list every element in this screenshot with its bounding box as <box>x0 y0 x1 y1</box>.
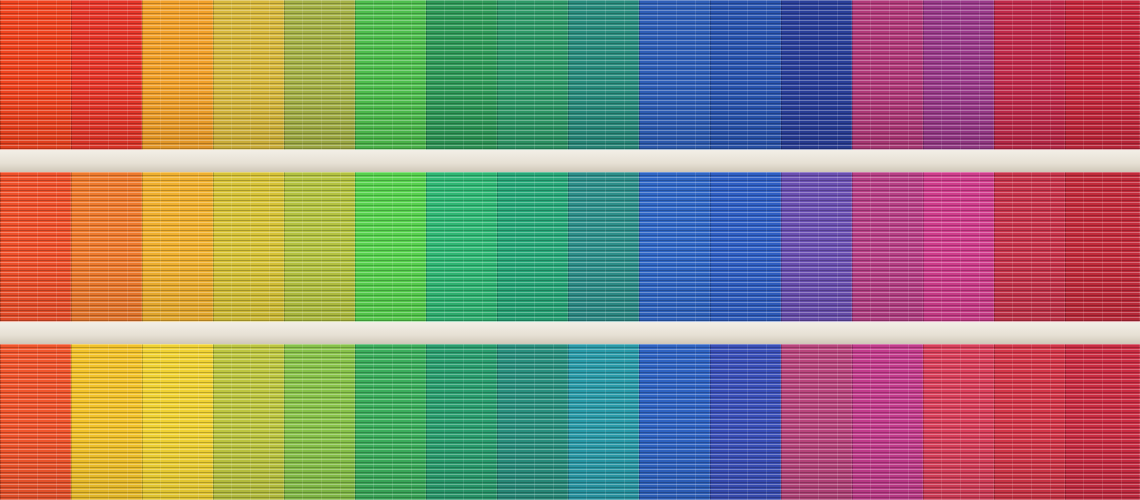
blind-panel-middle-5 <box>284 172 355 322</box>
blind-panel-top-10 <box>639 0 710 150</box>
blind-row-bottom <box>0 344 1140 500</box>
blind-panel-bottom-11 <box>710 344 781 500</box>
blind-panel-middle-7 <box>426 172 497 322</box>
blind-panel-middle-2 <box>71 172 142 322</box>
blind-panel-top-12 <box>781 0 852 150</box>
blind-panel-top-5 <box>284 0 355 150</box>
blind-panel-top-16 <box>1065 0 1140 150</box>
blind-panel-bottom-1 <box>0 344 71 500</box>
blind-panel-middle-3 <box>142 172 213 322</box>
blind-panel-top-13 <box>852 0 923 150</box>
blind-row-top <box>0 0 1140 150</box>
blind-panel-bottom-8 <box>497 344 568 500</box>
blind-panel-bottom-13 <box>852 344 923 500</box>
blind-panel-bottom-12 <box>781 344 852 500</box>
blind-panel-middle-6 <box>355 172 426 322</box>
blind-panel-top-7 <box>426 0 497 150</box>
blind-panel-middle-9 <box>568 172 639 322</box>
blind-panel-middle-8 <box>497 172 568 322</box>
blind-panel-top-2 <box>71 0 142 150</box>
blind-panel-middle-13 <box>852 172 923 322</box>
blind-panel-bottom-3 <box>142 344 213 500</box>
blind-panel-bottom-14 <box>923 344 994 500</box>
blind-panel-bottom-2 <box>71 344 142 500</box>
blind-panel-middle-11 <box>710 172 781 322</box>
floor-ledge-upper <box>0 150 1140 172</box>
blind-panel-top-15 <box>994 0 1065 150</box>
blind-panel-top-3 <box>142 0 213 150</box>
blind-panel-bottom-5 <box>284 344 355 500</box>
blind-panel-top-6 <box>355 0 426 150</box>
blind-panel-top-8 <box>497 0 568 150</box>
blind-panel-bottom-15 <box>994 344 1065 500</box>
blind-panel-top-9 <box>568 0 639 150</box>
blind-panel-top-14 <box>923 0 994 150</box>
blind-panel-bottom-16 <box>1065 344 1140 500</box>
blind-panel-bottom-4 <box>213 344 284 500</box>
blind-panel-bottom-9 <box>568 344 639 500</box>
blind-panel-bottom-7 <box>426 344 497 500</box>
blind-panel-middle-4 <box>213 172 284 322</box>
blind-panel-top-1 <box>0 0 71 150</box>
floor-ledge-lower <box>0 322 1140 344</box>
blind-panel-middle-12 <box>781 172 852 322</box>
blind-panel-middle-15 <box>994 172 1065 322</box>
blind-panel-middle-14 <box>923 172 994 322</box>
blind-panel-bottom-6 <box>355 344 426 500</box>
blind-panel-bottom-10 <box>639 344 710 500</box>
blind-panel-middle-16 <box>1065 172 1140 322</box>
blind-panel-middle-1 <box>0 172 71 322</box>
blind-panel-top-11 <box>710 0 781 150</box>
blind-panel-top-4 <box>213 0 284 150</box>
blind-row-middle <box>0 172 1140 322</box>
blind-panel-middle-10 <box>639 172 710 322</box>
